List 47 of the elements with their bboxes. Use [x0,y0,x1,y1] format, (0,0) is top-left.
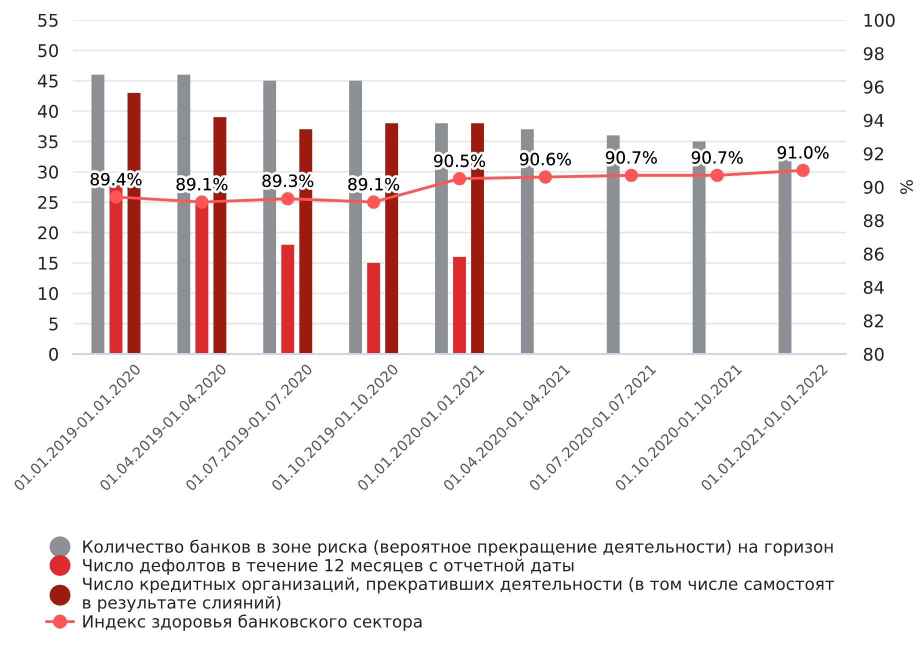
y2-tick-label: 100 [864,14,895,27]
legend-label: Количество банков в зоне риска (вероятное прекращение деятельности) на горизон [83,540,833,556]
y-tick-label: 0 [49,348,58,361]
y2-tick-label: 82 [864,314,884,328]
legend-label: Индекс здоровья банковского сектора [83,614,422,631]
y-tick-label: 15 [38,256,58,270]
point [624,168,638,182]
point [538,170,552,184]
data-label: 90.6% [520,152,571,166]
y2-tick-label: 84 [864,280,884,294]
point [195,195,208,209]
data-label: 91.0% [778,146,829,159]
bar [453,256,466,354]
y-tick-label: 40 [38,104,58,118]
y-tick-label: 25 [38,196,58,210]
y2-tick-label: 94 [864,114,884,128]
y2-tick-label: 88 [864,214,884,228]
bar [195,202,208,354]
point [109,190,123,204]
y-tick-label: 50 [38,44,58,58]
y2-tick-label: 98 [864,47,884,60]
bar [367,262,380,354]
y-tick-label: 30 [38,166,58,179]
y2-tick-label: 92 [864,147,884,160]
data-label: 90.5% [434,154,486,168]
y2-tick-label: 86 [864,248,884,261]
y2-tick-label: 96 [864,80,884,94]
data-label: 90.7% [606,151,657,164]
legend-label: Число кредитных организаций, прекративших деятельности (в том числе самостоят в результате слияний) [83,577,834,612]
point [452,172,466,186]
point [281,192,294,206]
point [796,164,810,177]
legend-label: Число дефолтов в течение 12 месяцев с отчетной даты [83,558,574,575]
y2-tick-label: 80 [864,348,884,361]
point [710,168,724,182]
y-tick-label: 35 [38,135,58,148]
y-tick-label: 20 [38,226,58,240]
y-tick-label: 55 [38,14,58,27]
y-tick-label: 45 [38,74,58,88]
data-label: 90.7% [692,151,743,164]
bar [110,184,122,354]
y-tick-label: 5 [49,318,58,330]
y-tick-label: 10 [38,286,58,300]
y2-tick-label: 90 [864,180,884,194]
bar [281,244,294,354]
y2-axis-title: % [900,180,913,194]
point [367,195,380,209]
